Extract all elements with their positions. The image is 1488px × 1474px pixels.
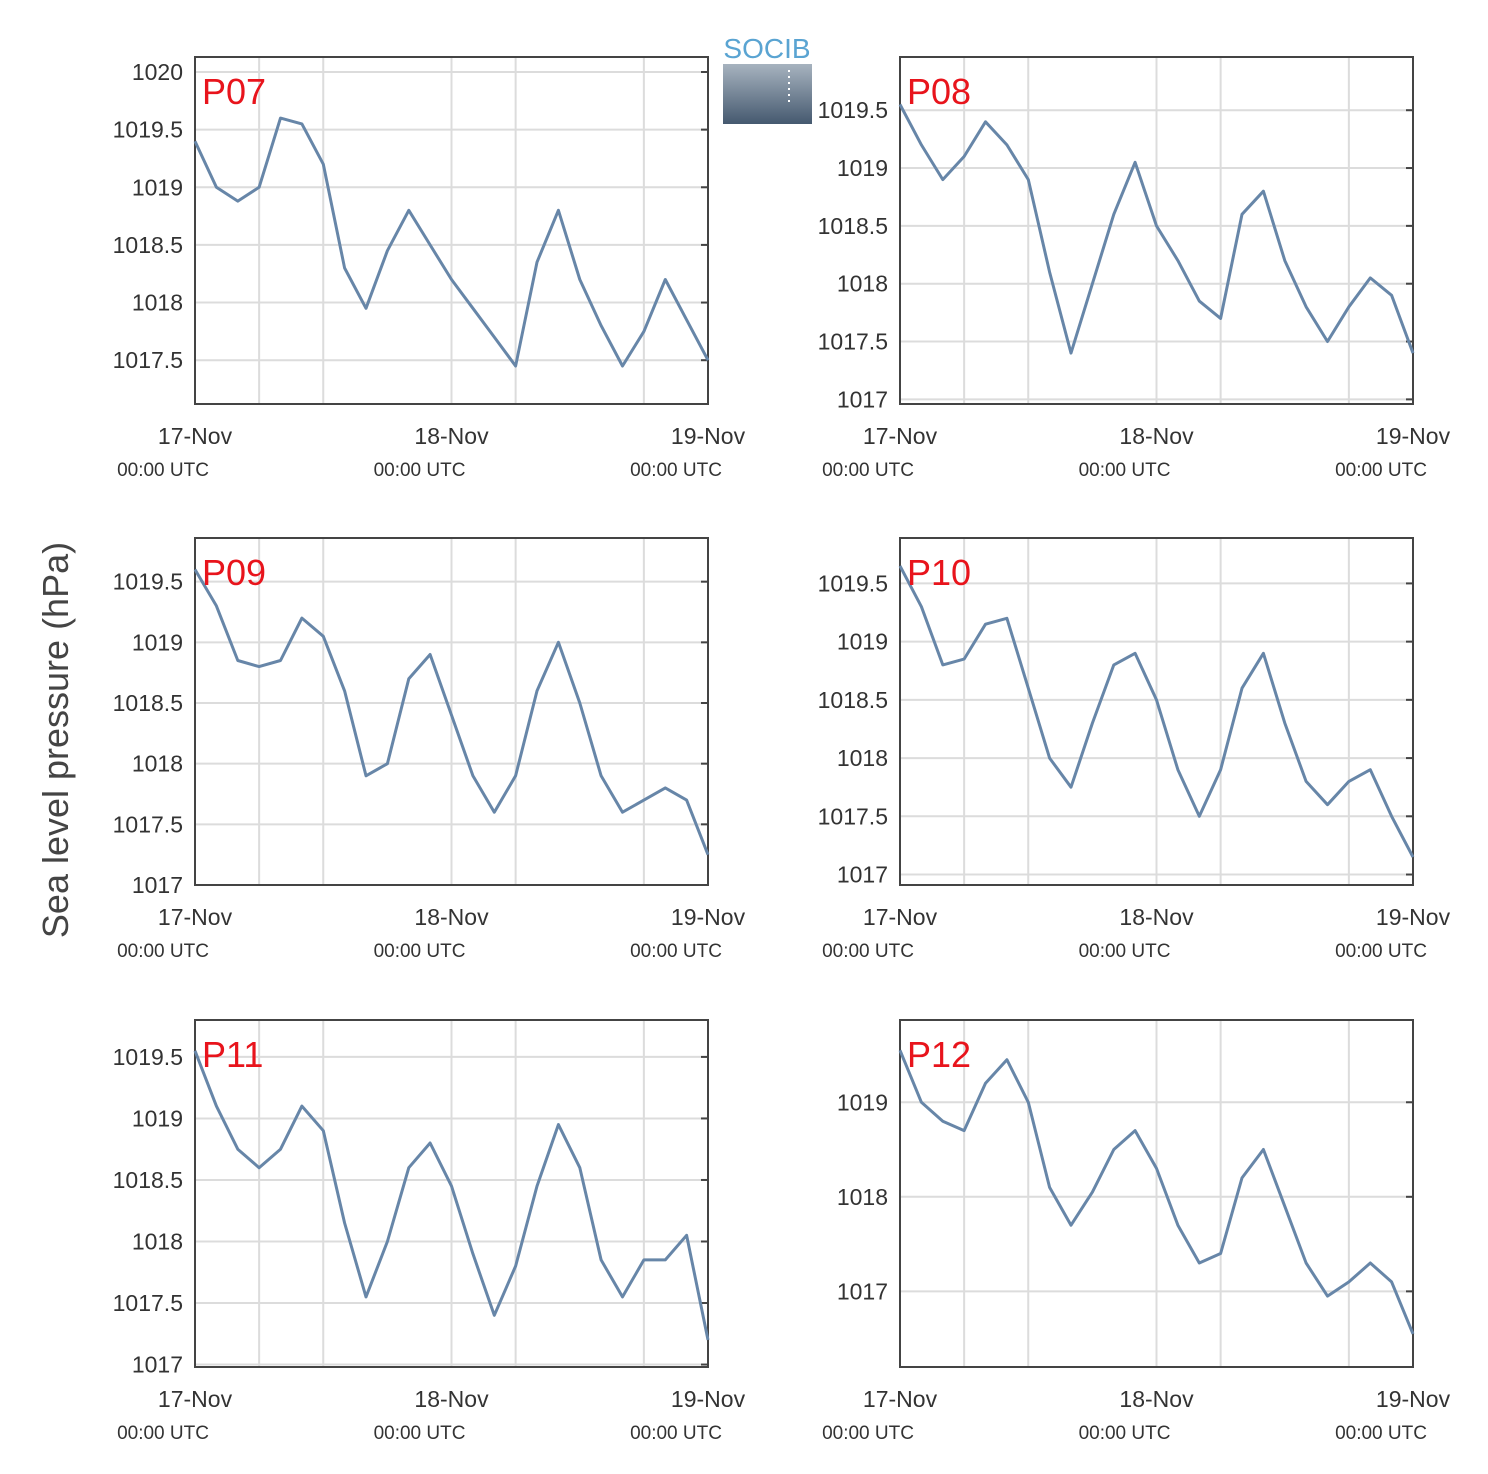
y-tick-label: 1019.5 (818, 97, 888, 123)
panel: 17-Nov 00:00 UTC 18-Nov 00:00 UTC 19-Nov 00:0… (818, 56, 1451, 481)
y-tick-label: 1017 (837, 386, 888, 412)
panel-title: P07 (202, 71, 266, 112)
x-tick-sublabel: 00:00 UTC (1335, 941, 1427, 962)
panel: 17-Nov 00:00 UTC 18-Nov 00:00 UTC 19-Nov 00:0… (113, 56, 746, 481)
y-tick-label: 1018 (837, 745, 888, 771)
x-tick-sublabel: 00:00 UTC (1079, 460, 1171, 481)
x-tick-label: 17-Nov (863, 904, 938, 930)
y-tick-label: 1018 (132, 1228, 183, 1254)
y-tick-label: 1017.5 (818, 803, 888, 829)
y-tick-label: 1018.5 (113, 232, 183, 258)
panel: 17-Nov 00:00 UTC 18-Nov 00:00 UTC 19-Nov 00:0… (822, 1019, 1451, 1444)
y-tick-label: 1019.5 (818, 570, 888, 596)
x-tick-sublabel: 00:00 UTC (1079, 941, 1171, 962)
x-tick-sublabel: 00:00 UTC (374, 1423, 466, 1444)
logo: SOCIB (723, 33, 812, 124)
x-tick-label: 18-Nov (1119, 423, 1194, 449)
x-tick-label: 19-Nov (1376, 904, 1451, 930)
x-tick-label: 17-Nov (158, 904, 233, 930)
x-tick-label: 17-Nov (158, 423, 233, 449)
plot-frame (899, 1019, 1414, 1368)
panel: 17-Nov 00:00 UTC 18-Nov 00:00 UTC 19-Nov 00:0… (818, 537, 1451, 962)
x-tick-sublabel: 00:00 UTC (630, 460, 722, 481)
y-tick-label: 1018 (837, 271, 888, 297)
x-tick-label: 17-Nov (863, 423, 938, 449)
x-tick-sublabel: 00:00 UTC (822, 460, 914, 481)
x-tick-sublabel: 00:00 UTC (117, 941, 209, 962)
x-tick-label: 18-Nov (1119, 904, 1194, 930)
line-series (898, 565, 1415, 858)
y-tick-label: 1017 (837, 1278, 888, 1304)
y-tick-label: 1017 (837, 862, 888, 888)
x-tick-label: 17-Nov (158, 1386, 233, 1412)
x-tick-label: 19-Nov (671, 423, 746, 449)
y-tick-label: 1018.5 (818, 213, 888, 239)
y-tick-label: 1017.5 (113, 1290, 183, 1316)
plot-frame (899, 56, 1414, 405)
line-series (898, 1049, 1415, 1335)
panel-title: P12 (907, 1034, 971, 1075)
y-tick-label: 1017.5 (818, 329, 888, 355)
y-tick-label: 1019.5 (113, 569, 183, 595)
x-tick-label: 18-Nov (414, 904, 489, 930)
x-tick-sublabel: 00:00 UTC (822, 941, 914, 962)
y-tick-label: 1018.5 (818, 687, 888, 713)
line-series (898, 103, 1415, 355)
x-tick-sublabel: 00:00 UTC (117, 1423, 209, 1444)
x-tick-sublabel: 00:00 UTC (630, 941, 722, 962)
x-tick-sublabel: 00:00 UTC (630, 1423, 722, 1444)
panel-title: P11 (202, 1034, 263, 1075)
y-tick-label: 1018.5 (113, 1167, 183, 1193)
logo-box (723, 64, 812, 124)
y-axis-label: Sea level pressure (hPa) (35, 542, 76, 938)
y-tick-label: 1017 (132, 872, 183, 898)
y-tick-label: 1018 (132, 751, 183, 777)
x-tick-label: 19-Nov (1376, 423, 1451, 449)
y-tick-label: 1019 (837, 155, 888, 181)
panel-title: P09 (202, 552, 266, 593)
x-tick-sublabel: 00:00 UTC (1335, 460, 1427, 481)
y-tick-label: 1018.5 (113, 690, 183, 716)
y-tick-label: 1017.5 (113, 347, 183, 373)
y-tick-label: 1019 (132, 1105, 183, 1131)
x-tick-label: 18-Nov (414, 423, 489, 449)
line-series (193, 1050, 710, 1341)
y-tick-label: 1019 (837, 1089, 888, 1115)
x-tick-label: 17-Nov (863, 1386, 938, 1412)
x-tick-sublabel: 00:00 UTC (822, 1423, 914, 1444)
x-tick-label: 18-Nov (1119, 1386, 1194, 1412)
y-tick-label: 1019 (132, 629, 183, 655)
plot-frame (194, 537, 709, 886)
x-tick-sublabel: 00:00 UTC (374, 460, 466, 481)
x-tick-sublabel: 00:00 UTC (1335, 1423, 1427, 1444)
plot-frame (194, 56, 709, 405)
y-tick-label: 1020 (132, 59, 183, 85)
y-tick-label: 1018 (132, 290, 183, 316)
y-tick-label: 1019.5 (113, 1044, 183, 1070)
panel-title: P10 (907, 552, 971, 593)
x-tick-label: 19-Nov (671, 1386, 746, 1412)
y-tick-label: 1019.5 (113, 117, 183, 143)
x-tick-sublabel: 00:00 UTC (374, 941, 466, 962)
y-tick-label: 1019 (837, 629, 888, 655)
x-tick-label: 19-Nov (1376, 1386, 1451, 1412)
line-series (193, 568, 710, 856)
panel-title: P08 (907, 71, 971, 112)
panel: 17-Nov 00:00 UTC 18-Nov 00:00 UTC 19-Nov 00:0… (113, 537, 746, 962)
logo-text: SOCIB (723, 33, 810, 64)
x-tick-sublabel: 00:00 UTC (1079, 1423, 1171, 1444)
x-tick-label: 18-Nov (414, 1386, 489, 1412)
x-tick-label: 19-Nov (671, 904, 746, 930)
y-tick-label: 1017 (132, 1352, 183, 1378)
line-series (193, 116, 710, 368)
y-tick-label: 1017.5 (113, 811, 183, 837)
y-tick-label: 1019 (132, 174, 183, 200)
plot-frame (899, 537, 1414, 886)
plot-frame (194, 1019, 709, 1368)
panel: 17-Nov 00:00 UTC 18-Nov 00:00 UTC 19-Nov 00:0… (113, 1019, 746, 1444)
y-tick-label: 1018 (837, 1184, 888, 1210)
x-tick-sublabel: 00:00 UTC (117, 460, 209, 481)
